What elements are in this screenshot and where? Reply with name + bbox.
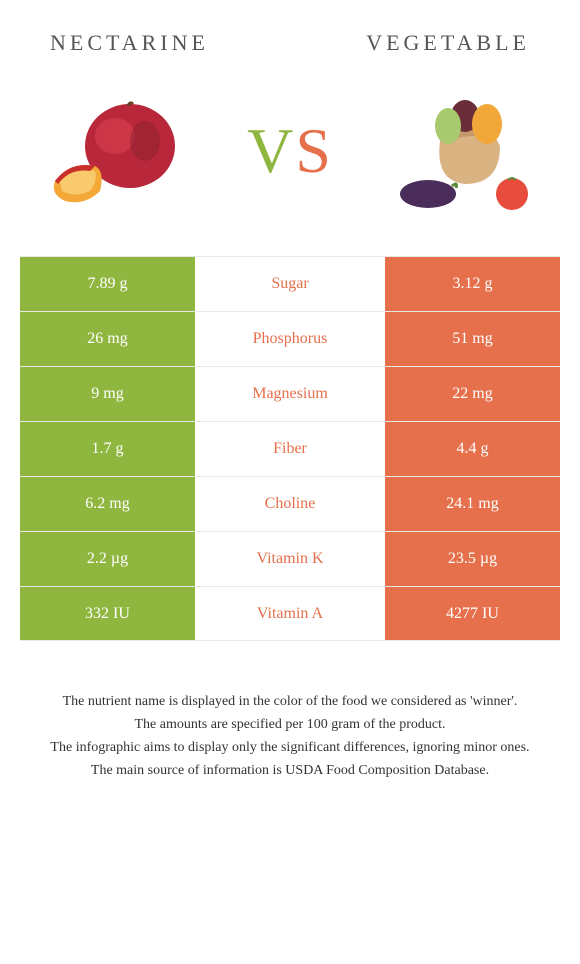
value-right: 51 mg [385, 312, 560, 366]
nutrient-label: Choline [195, 477, 385, 531]
nutrient-label: Vitamin K [195, 532, 385, 586]
nutrient-label: Vitamin A [195, 587, 385, 640]
value-left: 1.7 g [20, 422, 195, 476]
value-left: 7.89 g [20, 257, 195, 311]
vs-label: VS [247, 114, 333, 188]
value-left: 2.2 µg [20, 532, 195, 586]
nutrient-label: Phosphorus [195, 312, 385, 366]
nutrient-label: Fiber [195, 422, 385, 476]
nutrient-label: Magnesium [195, 367, 385, 421]
value-right: 23.5 µg [385, 532, 560, 586]
table-row: 9 mgMagnesium22 mg [20, 366, 560, 421]
value-right: 22 mg [385, 367, 560, 421]
title-left: NECTARINE [50, 30, 209, 56]
images-row: VS [20, 86, 560, 216]
value-right: 24.1 mg [385, 477, 560, 531]
footer-line: The amounts are specified per 100 gram o… [30, 714, 550, 735]
nectarine-image [40, 86, 190, 216]
table-row: 26 mgPhosphorus51 mg [20, 311, 560, 366]
nutrient-label: Sugar [195, 257, 385, 311]
nutrient-table: 7.89 gSugar3.12 g26 mgPhosphorus51 mg9 m… [20, 256, 560, 641]
value-left: 332 IU [20, 587, 195, 640]
value-right: 3.12 g [385, 257, 560, 311]
table-row: 7.89 gSugar3.12 g [20, 256, 560, 311]
footer-line: The main source of information is USDA F… [30, 760, 550, 781]
table-row: 2.2 µgVitamin K23.5 µg [20, 531, 560, 586]
table-row: 1.7 gFiber4.4 g [20, 421, 560, 476]
value-right: 4.4 g [385, 422, 560, 476]
vegetable-image [390, 86, 540, 216]
value-left: 9 mg [20, 367, 195, 421]
value-left: 6.2 mg [20, 477, 195, 531]
vs-s: S [295, 115, 333, 186]
footer-line: The nutrient name is displayed in the co… [30, 691, 550, 712]
vs-v: V [247, 115, 295, 186]
value-right: 4277 IU [385, 587, 560, 640]
footer-line: The infographic aims to display only the… [30, 737, 550, 758]
footer-notes: The nutrient name is displayed in the co… [20, 691, 560, 781]
table-row: 6.2 mgCholine24.1 mg [20, 476, 560, 531]
header: NECTARINE VEGETABLE [20, 30, 560, 56]
table-row: 332 IUVitamin A4277 IU [20, 586, 560, 641]
value-left: 26 mg [20, 312, 195, 366]
title-right: VEGETABLE [366, 30, 530, 56]
